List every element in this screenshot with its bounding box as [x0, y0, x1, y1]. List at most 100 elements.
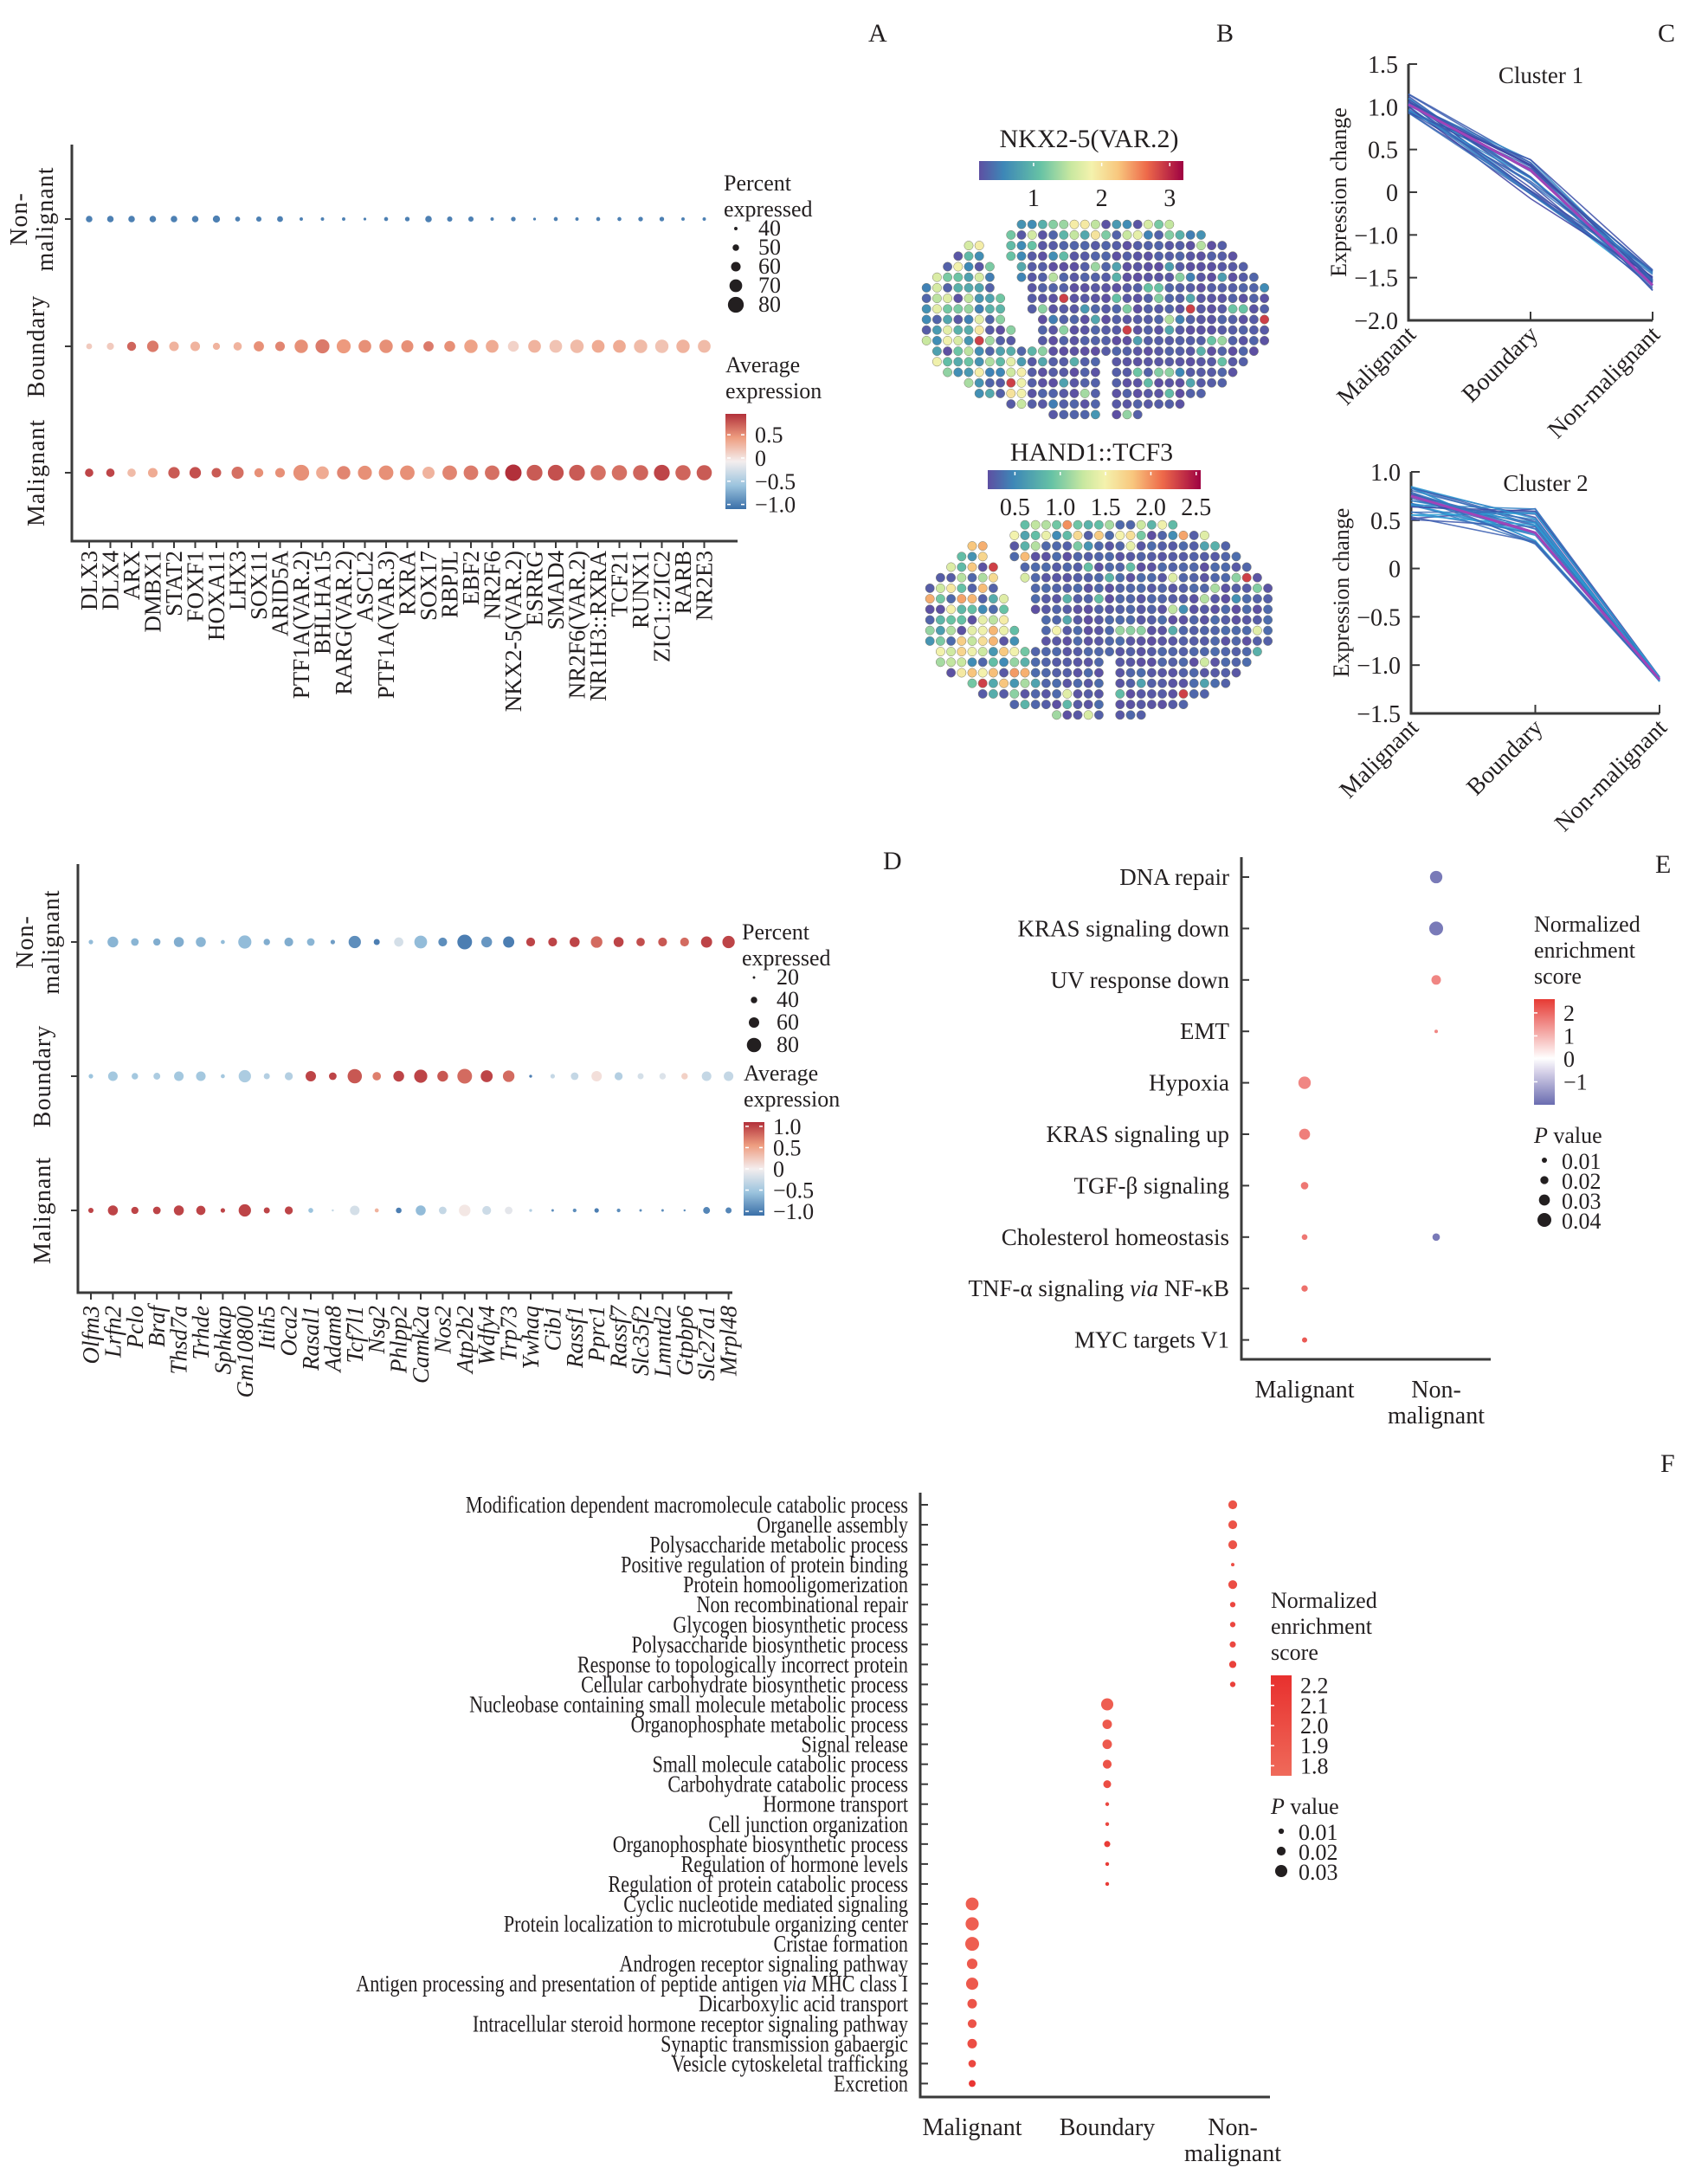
spatial-spot [1009, 700, 1020, 710]
dot-malignant-tcf21 [611, 465, 628, 481]
pvalue-legend-dot [1278, 1828, 1285, 1835]
pvalue-legend-title: P value [1533, 1123, 1602, 1148]
spatial-spot [1263, 636, 1273, 646]
spatial-spot [943, 335, 953, 345]
spatial-spot [1041, 552, 1051, 562]
spatial-spot [977, 678, 988, 688]
dot-boundary-dlx4 [106, 342, 114, 351]
dot-nonmalignant-ptf1avar2 [300, 217, 303, 221]
spatial-spot [1125, 530, 1136, 540]
spatial-spot [1069, 272, 1080, 282]
dot-nonmalignant-stat2 [171, 216, 177, 223]
spatial-spot [1069, 294, 1080, 304]
dot-malignant-rxra [400, 465, 415, 481]
spatial-spot [1143, 346, 1153, 357]
spatial-spot [1252, 604, 1262, 615]
spatial-spot [1228, 346, 1238, 357]
spatial-spot [943, 282, 953, 293]
spatial-spot [1189, 541, 1199, 552]
dot-nonmalignant-sox17 [425, 216, 432, 223]
spatial-spot [964, 346, 974, 357]
spatial-spot [1231, 562, 1241, 572]
spatial-spot [935, 615, 945, 625]
spatial-spot [1132, 399, 1143, 410]
spatial-spot [1157, 583, 1168, 593]
dot-malignant-dlx3 [85, 468, 93, 477]
dot-malignant-trhde [196, 1205, 206, 1216]
spatial-spot [1263, 583, 1273, 593]
spatial-spot [1080, 377, 1090, 388]
panel-label-e: E [1655, 850, 1671, 879]
spatial-spot [1112, 294, 1122, 304]
spatial-spot [1006, 377, 1016, 388]
spatial-spot [1248, 272, 1259, 282]
spatial-spot [1115, 657, 1125, 668]
expression-line [1410, 504, 1660, 680]
spatial-spot [1143, 388, 1153, 398]
term-label: Organophosphate biosynthetic process [613, 1832, 908, 1858]
spatial-spot [1027, 388, 1037, 398]
spatial-spot [1231, 625, 1241, 636]
spatial-spot [1196, 314, 1206, 325]
dot-malignant-pclo [131, 1206, 139, 1215]
spatial-spot [946, 636, 957, 646]
term-label: Regulation of hormone levels [681, 1852, 908, 1878]
spatial-spot [999, 615, 1009, 625]
spatial-spot [1052, 615, 1062, 625]
spatial-spot [1132, 229, 1143, 240]
spatial-spot [1146, 604, 1157, 615]
spatial-spot [953, 251, 964, 261]
spatial-spot [1069, 367, 1080, 377]
dot-nonmalignant-runx1 [638, 216, 643, 222]
spatial-spot [1146, 657, 1157, 668]
dot-boundary-smad4 [549, 339, 563, 353]
spatial-spot [1016, 241, 1027, 251]
x-tick-label: Rassf1 [562, 1306, 588, 1369]
spatial-spot [1052, 541, 1062, 552]
spatial-spot [1059, 325, 1069, 335]
spatial-spot [1189, 678, 1199, 688]
spatial-spot [1136, 583, 1146, 593]
spatial-spot [1059, 229, 1069, 240]
spatial-spot [1217, 314, 1228, 325]
x-tick-label: TCF21 [607, 551, 633, 617]
y-tick-label: Non- [6, 192, 33, 246]
spatial-spot [1175, 282, 1185, 293]
size-legend-dot [749, 1017, 759, 1028]
spatial-spot [1093, 636, 1104, 646]
size-legend-label: 80 [758, 292, 781, 317]
spatial-spot [1069, 282, 1080, 293]
dot-malignant-wdfy4 [482, 1205, 492, 1216]
spatial-spot [1101, 335, 1112, 345]
spatial-spot [935, 594, 945, 604]
spatial-spot [931, 325, 942, 335]
spatial-spot [1048, 241, 1059, 251]
spatial-spot [1217, 367, 1228, 377]
spatial-spot [1009, 636, 1020, 646]
spatial-spot [1252, 647, 1262, 657]
spatial-spot [1083, 583, 1093, 593]
spatial-spot [964, 377, 974, 388]
dot-boundary-zic1zic2 [654, 339, 669, 353]
spatial-spot [925, 636, 935, 646]
x-tick-label: ESRRG [522, 551, 548, 626]
x-tick-label: Boundary [1457, 321, 1544, 408]
dot-nonmalignant-itih5 [263, 939, 270, 945]
spatial-spot [1020, 562, 1030, 572]
dot-boundary-rassf7 [614, 1072, 623, 1081]
spatial-spot [1136, 604, 1146, 615]
spatial-spot [1048, 251, 1059, 261]
spatial-spot [1189, 552, 1199, 562]
spatial-spot [1041, 594, 1051, 604]
dot-boundary-wdfy4 [480, 1070, 493, 1082]
x-tick-label: Slc27a1 [693, 1306, 719, 1381]
nes-legend-label: 1.9 [1300, 1733, 1329, 1758]
spatial-spot [1090, 399, 1100, 410]
spatial-spot [921, 314, 931, 325]
spatial-spot [1112, 377, 1122, 388]
spatial-spot [1136, 700, 1146, 710]
spatial-spot [996, 377, 1006, 388]
spatial-spot [1125, 552, 1136, 562]
spatial-spot [1059, 399, 1069, 410]
spatial-spot [1175, 314, 1185, 325]
